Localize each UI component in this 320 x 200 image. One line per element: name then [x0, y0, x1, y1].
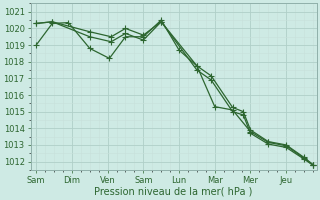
X-axis label: Pression niveau de la mer( hPa ): Pression niveau de la mer( hPa ) [94, 187, 253, 197]
